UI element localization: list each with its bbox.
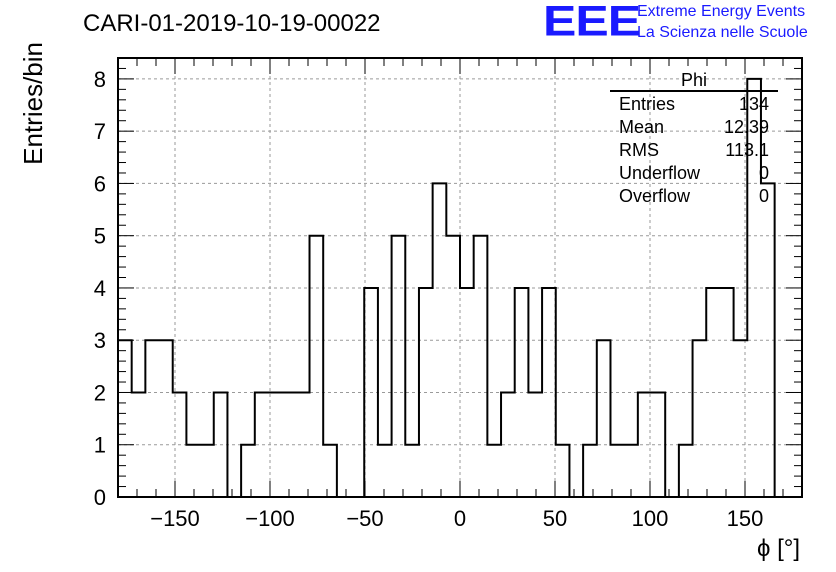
- histogram-bin: [597, 340, 611, 497]
- histogram-bin: [159, 340, 173, 497]
- histogram-bin: [761, 183, 775, 497]
- eee-logo: EEE: [543, 0, 641, 46]
- histogram-bin: [501, 392, 515, 497]
- histogram-bin: [638, 392, 652, 497]
- histogram-bin: [679, 445, 693, 497]
- histogram-bin: [734, 340, 748, 497]
- histogram-bin: [255, 392, 269, 497]
- histogram-bin: [296, 392, 310, 497]
- stats-label: Mean: [619, 117, 664, 137]
- stats-value: 0: [759, 163, 769, 183]
- histogram-bin: [610, 445, 624, 497]
- histogram-title: CARI-01-2019-10-19-00022: [83, 10, 381, 37]
- histogram-bin: [118, 340, 132, 497]
- histogram-bin: [693, 340, 707, 497]
- x-tick-label: −100: [245, 506, 295, 531]
- stats-value: 113.1: [725, 140, 769, 160]
- histogram-bin: [282, 392, 296, 497]
- histogram-bin: [706, 288, 720, 497]
- y-tick-label: 1: [94, 433, 106, 458]
- x-tick-label: 150: [727, 506, 764, 531]
- histogram-bin: [515, 288, 529, 497]
- histogram-bin: [145, 340, 159, 497]
- histogram-bin: [378, 445, 392, 497]
- y-tick-label: 8: [94, 67, 106, 92]
- x-tick-label: −50: [346, 506, 383, 531]
- histogram-bin: [392, 236, 406, 497]
- histogram-bin: [214, 392, 228, 497]
- histogram-bin: [556, 445, 570, 497]
- stats-label: Overflow: [619, 186, 691, 206]
- axes: −150 −100 −50 0 50 100 150 0 1 2 3 4 5 6 7 8 ϕ [°] Entrie…: [18, 42, 803, 562]
- histogram-bin: [542, 288, 556, 497]
- histogram-bin: [433, 183, 447, 497]
- histogram-bin: [405, 445, 419, 497]
- histogram-bin: [200, 445, 214, 497]
- x-axis-label: ϕ [°]: [757, 535, 800, 562]
- x-tick-label: 50: [543, 506, 567, 531]
- histogram-bin: [446, 236, 460, 497]
- histogram-bin: [323, 445, 337, 497]
- y-axis-label: Entries/bin: [18, 42, 48, 165]
- logo-subtitle-line1: Extreme Energy Events: [637, 3, 806, 20]
- histogram-bin: [268, 392, 282, 497]
- histogram-bin: [419, 288, 433, 497]
- stats-value: 0: [759, 186, 769, 206]
- logo-subtitle-line2: La Scienza nelle Scuole: [637, 24, 808, 41]
- histogram-bin: [652, 392, 666, 497]
- y-tick-label: 5: [94, 224, 106, 249]
- histogram-bin: [583, 445, 597, 497]
- stats-box: Phi Entries 134 Mean 12.39 RMS 113.1 Underflow 0…: [610, 70, 778, 206]
- y-tick-label: 6: [94, 171, 106, 196]
- histogram-bin: [528, 392, 542, 497]
- histogram-bin: [186, 445, 200, 497]
- histogram-bin: [310, 236, 324, 497]
- stats-label: RMS: [619, 140, 659, 160]
- stats-value: 12.39: [724, 117, 769, 137]
- histogram-bin: [720, 288, 734, 497]
- stats-label: Entries: [619, 94, 675, 114]
- stats-value: 134: [739, 94, 769, 114]
- x-tick-label: 100: [632, 506, 669, 531]
- y-tick-label: 0: [94, 485, 106, 510]
- histogram-bin: [487, 445, 501, 497]
- histogram-bin: [241, 445, 255, 497]
- stats-label: Underflow: [619, 163, 701, 183]
- x-tick-label: 0: [454, 506, 466, 531]
- y-tick-label: 7: [94, 119, 106, 144]
- histogram-bin: [474, 236, 488, 497]
- y-tick-label: 2: [94, 380, 106, 405]
- y-tick-label: 3: [94, 328, 106, 353]
- histogram-bin: [364, 288, 378, 497]
- stats-box-name: Phi: [681, 70, 707, 90]
- x-tick-label: −150: [150, 506, 200, 531]
- y-tick-label: 4: [94, 276, 106, 301]
- histogram-bin: [460, 288, 474, 497]
